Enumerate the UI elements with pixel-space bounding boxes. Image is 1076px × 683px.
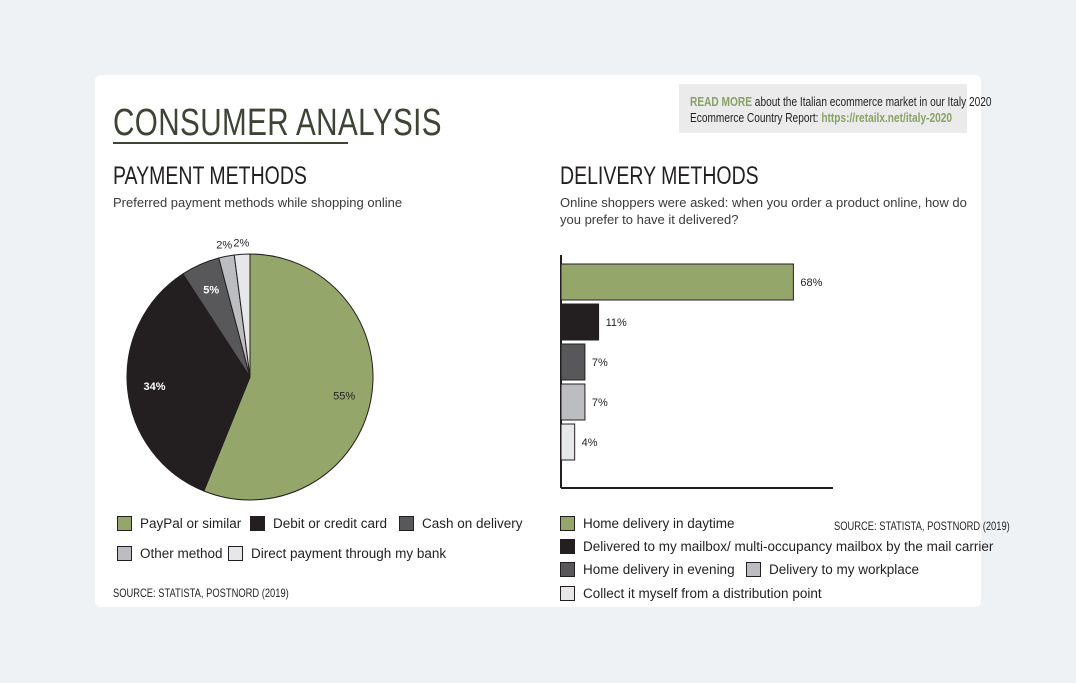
title-underline: [113, 142, 348, 144]
legend-label: PayPal or similar: [140, 516, 242, 531]
legend-label: Delivered to my mailbox/ multi-occupancy…: [583, 539, 994, 554]
legend-item-cash-on-delivery: Cash on delivery: [399, 516, 523, 531]
payment-title: PAYMENT METHODS: [113, 162, 307, 190]
legend-swatch: [228, 546, 243, 561]
report-link[interactable]: https://retailx.net/italy-2020: [821, 110, 953, 125]
legend-item-direct-payment-through-my-bank: Direct payment through my bank: [228, 546, 446, 561]
legend-label: Collect it myself from a distribution po…: [583, 586, 822, 601]
delivery-source: SOURCE: STATISTA, POSTNORD (2019): [834, 519, 1010, 533]
read-more-box: READ MORE about the Italian ecommerce ma…: [679, 84, 992, 133]
payment-subtitle: Preferred payment methods while shopping…: [113, 195, 403, 210]
delivery-subtitle-line-1: Online shoppers were asked: when you ord…: [560, 195, 967, 210]
bar-label: 7%: [592, 397, 608, 409]
bar-delivery-to-my-workplace: [560, 383, 586, 421]
legend-item-other-method: Other method: [117, 546, 223, 561]
read-more-text-2: Ecommerce Country Report:: [690, 110, 819, 125]
legend-swatch: [560, 516, 575, 531]
pie-label-other-method: 2%: [216, 239, 232, 251]
legend-label: Home delivery in daytime: [583, 516, 735, 531]
bar-delivered-to-my-mailbox-multi-occupancy-: [560, 303, 600, 341]
bar-label: 68%: [800, 277, 822, 289]
legend-swatch: [117, 516, 132, 531]
pie-label-cash-on-delivery: 5%: [203, 284, 219, 296]
legend-label: Other method: [140, 546, 223, 561]
page-title: CONSUMER ANALYSIS: [113, 102, 442, 144]
legend-item-home-delivery-in-evening: Home delivery in evening: [560, 562, 735, 577]
delivery-bar-chart: 68% 11% 7% 7% 4%: [560, 255, 833, 489]
bar-label: 11%: [606, 317, 627, 329]
legend-label: Delivery to my workplace: [769, 562, 920, 577]
legend-swatch: [560, 562, 575, 577]
bar-collect-it-myself-from-a-distribution-po: [560, 423, 576, 461]
legend-swatch: [399, 516, 414, 531]
pie-slice-direct-payment-through-my-bank: [233, 253, 251, 378]
read-more-accent: READ MORE: [690, 94, 752, 109]
legend-item-delivered-to-my-mailbox-multi-occupancy-: Delivered to my mailbox/ multi-occupancy…: [560, 539, 993, 554]
delivery-subtitle: Online shoppers were asked: when you ord…: [560, 194, 967, 228]
read-more-text-1: about the Italian ecommerce market in ou…: [754, 94, 992, 109]
payment-pie-chart: 55% 34% 5% 2% 2%: [126, 237, 374, 501]
legend-item-paypal-or-similar: PayPal or similar: [117, 516, 241, 531]
delivery-title: DELIVERY METHODS: [560, 162, 759, 190]
pie-label-paypal-or-similar: 55%: [333, 390, 355, 402]
legend-label: Cash on delivery: [422, 516, 523, 531]
legend-swatch: [560, 539, 575, 554]
pie-label-direct-payment-through-my-bank: 2%: [233, 237, 249, 249]
legend-swatch: [117, 546, 132, 561]
legend-item-collect-it-myself-from-a-distribution-po: Collect it myself from a distribution po…: [560, 586, 822, 601]
bar-home-delivery-in-evening: [560, 343, 586, 381]
pie-slice-debit-or-credit-card: [126, 273, 251, 492]
legend-item-delivery-to-my-workplace: Delivery to my workplace: [746, 562, 919, 577]
legend-swatch: [560, 586, 575, 601]
pie-slice-paypal-or-similar: [203, 253, 374, 501]
legend-item-debit-or-credit-card: Debit or credit card: [250, 516, 387, 531]
legend-label: Direct payment through my bank: [251, 546, 447, 561]
legend-item-home-delivery-in-daytime: Home delivery in daytime: [560, 516, 735, 531]
read-more-line-1: READ MORE about the Italian ecommerce ma…: [690, 94, 1076, 109]
legend-label: Home delivery in evening: [583, 562, 735, 577]
legend-swatch: [250, 516, 265, 531]
pie-label-debit-or-credit-card: 34%: [143, 381, 165, 393]
bar-label: 4%: [582, 437, 598, 449]
legend-label: Debit or credit card: [273, 516, 388, 531]
bar-label: 7%: [592, 357, 608, 369]
payment-source: SOURCE: STATISTA, POSTNORD (2019): [113, 586, 289, 600]
read-more-line-2: Ecommerce Country Report: https://retail…: [690, 110, 1026, 125]
legend-swatch: [746, 562, 761, 577]
bar-home-delivery-in-daytime: [560, 263, 794, 301]
delivery-subtitle-line-2: you prefer to have it delivered?: [560, 212, 739, 227]
